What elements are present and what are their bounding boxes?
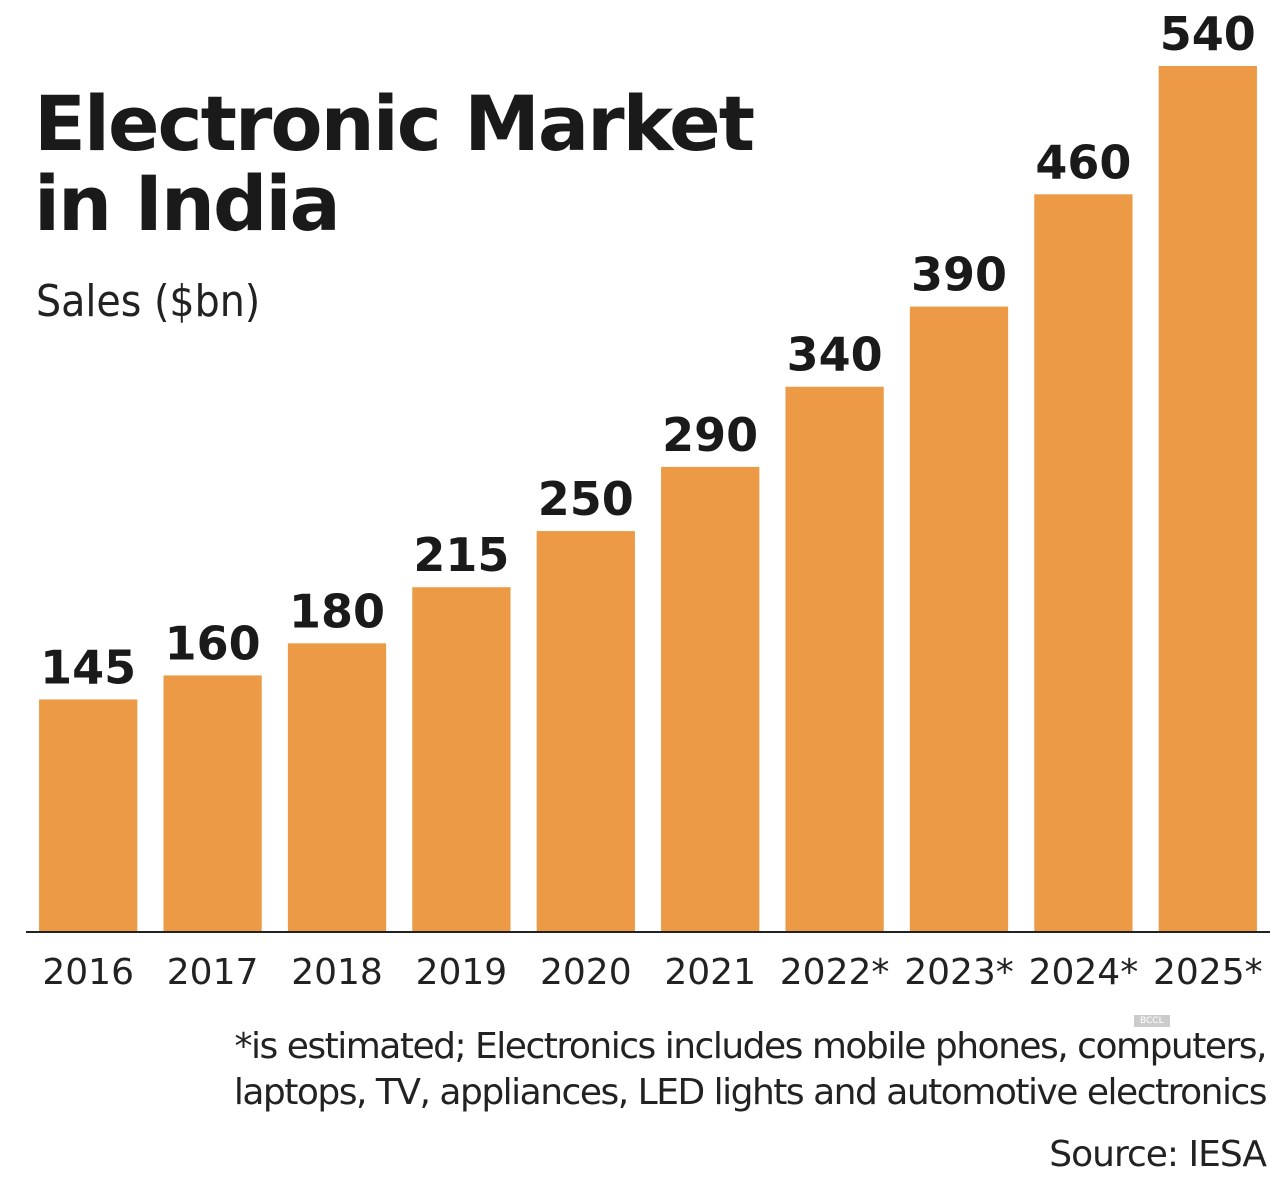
bar xyxy=(785,386,884,933)
x-tick-label: 2016 xyxy=(42,952,134,993)
x-tick-label: 2024* xyxy=(1029,952,1139,993)
x-tick-label: 2020 xyxy=(540,952,632,993)
x-tick-label: 2017 xyxy=(167,952,259,993)
value-label: 390 xyxy=(911,248,1007,302)
bar xyxy=(412,587,511,932)
value-label: 180 xyxy=(289,584,385,638)
bar xyxy=(39,699,138,932)
bar xyxy=(163,675,262,932)
bar xyxy=(1158,66,1257,932)
bar xyxy=(1034,194,1133,933)
bar xyxy=(536,531,635,932)
value-label: 250 xyxy=(538,472,634,526)
value-label: 145 xyxy=(40,640,136,694)
value-label: 160 xyxy=(165,616,261,670)
x-tick-label: 2021 xyxy=(664,952,756,993)
x-tick-label: 2018 xyxy=(291,952,383,993)
bar xyxy=(661,466,760,932)
source: Source: IESA xyxy=(1049,1134,1267,1175)
value-label: 215 xyxy=(413,528,509,582)
bar xyxy=(287,643,387,932)
x-tick-label: 2025* xyxy=(1153,952,1263,993)
value-label: 460 xyxy=(1035,135,1131,189)
x-tick-label: 2022* xyxy=(780,952,890,993)
chart-title: Electronic Market in India xyxy=(34,79,755,248)
footnote: *is estimated; Electronics includes mobi… xyxy=(233,1026,1268,1113)
bar xyxy=(909,306,1009,932)
watermark: BCCL xyxy=(1134,1015,1170,1027)
x-tick-label: 2019 xyxy=(416,952,508,993)
x-tick-label: 2023* xyxy=(904,952,1014,993)
value-label: 340 xyxy=(787,328,883,382)
value-label: 540 xyxy=(1160,7,1256,61)
chart-subtitle: Sales ($bn) xyxy=(36,276,261,327)
value-label: 290 xyxy=(662,408,758,462)
